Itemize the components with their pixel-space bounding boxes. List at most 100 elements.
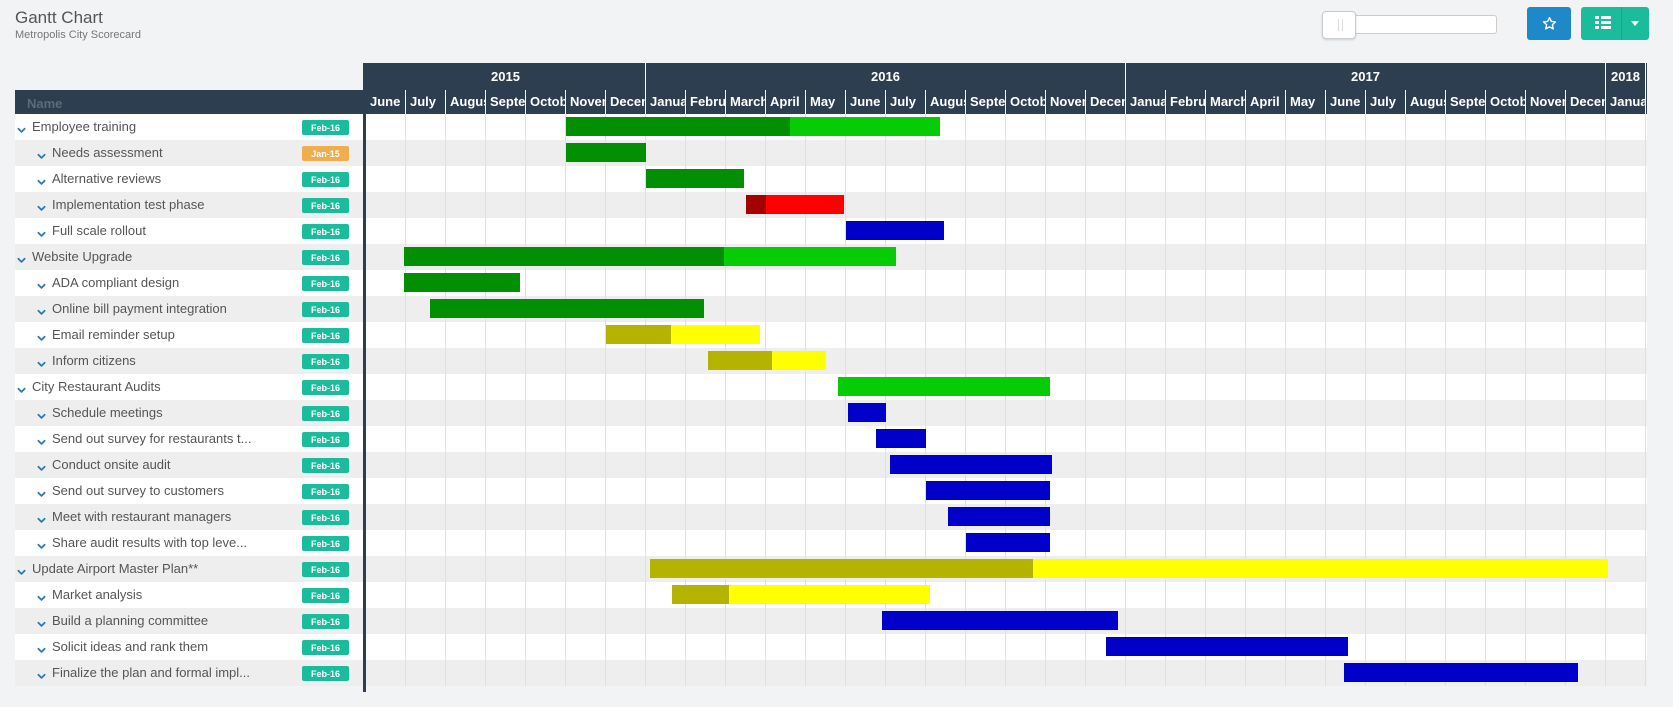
- chevron-down-icon[interactable]: [17, 252, 26, 263]
- chevron-down-icon[interactable]: [37, 486, 46, 497]
- task-name-cell: Market analysis Feb-16: [15, 582, 363, 608]
- gantt-bar[interactable]: [1344, 663, 1578, 682]
- due-date-badge: Feb-16: [302, 276, 349, 291]
- task-row[interactable]: Email reminder setup Feb-16: [15, 322, 1647, 348]
- due-date-badge: Feb-16: [302, 224, 349, 239]
- gantt-bar-progress: [650, 559, 1034, 578]
- task-label: Market analysis: [52, 587, 143, 602]
- name-column-header[interactable]: Name: [15, 90, 364, 114]
- favorite-button[interactable]: [1527, 7, 1571, 40]
- task-row[interactable]: Inform citizens Feb-16: [15, 348, 1647, 374]
- chevron-down-icon[interactable]: [37, 356, 46, 367]
- gantt-bar[interactable]: [746, 195, 844, 214]
- task-label: Email reminder setup: [52, 327, 175, 342]
- due-date-badge: Feb-16: [302, 198, 349, 213]
- chevron-down-icon[interactable]: [37, 434, 46, 445]
- task-row[interactable]: Send out survey for restaurants t... Feb-…: [15, 426, 1647, 452]
- due-date-badge: Feb-16: [302, 458, 349, 473]
- task-name-cell: Conduct onsite audit Feb-16: [15, 452, 363, 478]
- task-name-cell: City Restaurant Audits Feb-16: [15, 374, 363, 400]
- chevron-down-icon[interactable]: [1631, 21, 1639, 26]
- task-row[interactable]: Schedule meetings Feb-16: [15, 400, 1647, 426]
- task-row[interactable]: Full scale rollout Feb-16: [15, 218, 1647, 244]
- task-label: Full scale rollout: [52, 223, 146, 238]
- chevron-down-icon[interactable]: [37, 590, 46, 601]
- chevron-down-icon[interactable]: [37, 330, 46, 341]
- task-label: Website Upgrade: [32, 249, 133, 264]
- task-name-cell: Meet with restaurant managers Feb-16: [15, 504, 363, 530]
- view-options-button[interactable]: [1581, 7, 1649, 40]
- month-label: March: [726, 90, 766, 114]
- task-label: Conduct onsite audit: [52, 457, 171, 472]
- month-label: November: [1526, 90, 1566, 114]
- task-row[interactable]: Needs assessment Jan-15: [15, 140, 1647, 166]
- month-label: August: [446, 90, 486, 114]
- task-row[interactable]: Solicit ideas and rank them Feb-16: [15, 634, 1647, 660]
- task-name-cell: Inform citizens Feb-16: [15, 348, 363, 374]
- chevron-down-icon[interactable]: [37, 278, 46, 289]
- month-label: January: [1126, 90, 1166, 114]
- task-row[interactable]: ADA compliant design Feb-16: [15, 270, 1647, 296]
- chevron-down-icon[interactable]: [37, 148, 46, 159]
- pane-divider[interactable]: [363, 63, 366, 692]
- gantt-bar[interactable]: [846, 221, 944, 240]
- chevron-down-icon[interactable]: [37, 538, 46, 549]
- due-date-badge: Feb-16: [302, 172, 349, 187]
- gantt-bar[interactable]: [966, 533, 1050, 552]
- task-label: Build a planning committee: [52, 613, 209, 628]
- gantt-bar[interactable]: [882, 611, 1118, 630]
- month-label: December: [1086, 90, 1126, 114]
- due-date-badge: Feb-16: [302, 536, 349, 551]
- task-name-cell: Implementation test phase Feb-16: [15, 192, 363, 218]
- gantt-bar[interactable]: [876, 429, 926, 448]
- chevron-down-icon[interactable]: [37, 200, 46, 211]
- task-row[interactable]: Conduct onsite audit Feb-16: [15, 452, 1647, 478]
- month-label: July: [886, 90, 926, 114]
- task-label: Solicit ideas and rank them: [52, 639, 209, 654]
- chevron-down-icon[interactable]: [37, 174, 46, 185]
- task-name-cell: Solicit ideas and rank them Feb-16: [15, 634, 363, 660]
- gantt-bar-progress: [404, 273, 520, 292]
- task-row[interactable]: Send out survey to customers Feb-16: [15, 478, 1647, 504]
- chevron-down-icon[interactable]: [17, 564, 26, 575]
- chevron-down-icon[interactable]: [17, 382, 26, 393]
- chevron-down-icon[interactable]: [37, 642, 46, 653]
- button-separator: [1621, 7, 1622, 40]
- gantt-bar[interactable]: [838, 377, 1050, 396]
- chevron-down-icon[interactable]: [37, 512, 46, 523]
- gantt-bar[interactable]: [926, 481, 1050, 500]
- task-label: ADA compliant design: [52, 275, 180, 290]
- task-row[interactable]: Online bill payment integration Feb-16: [15, 296, 1647, 322]
- gantt-bar-progress: [430, 299, 704, 318]
- month-label: February: [1166, 90, 1206, 114]
- gantt-bar[interactable]: [1106, 637, 1348, 656]
- month-label: April: [1246, 90, 1286, 114]
- task-label: Share audit results with top leve...: [52, 535, 248, 550]
- gantt-bar[interactable]: [948, 507, 1050, 526]
- task-row[interactable]: Share audit results with top leve... Feb-…: [15, 530, 1647, 556]
- due-date-badge: Feb-16: [302, 380, 349, 395]
- month-label: July: [406, 90, 446, 114]
- page-subtitle: Metropolis City Scorecard: [15, 29, 141, 41]
- chevron-down-icon[interactable]: [37, 408, 46, 419]
- task-row[interactable]: Build a planning committee Feb-16: [15, 608, 1647, 634]
- chevron-down-icon[interactable]: [17, 122, 26, 133]
- task-name-cell: Email reminder setup Feb-16: [15, 322, 363, 348]
- task-row[interactable]: City Restaurant Audits Feb-16: [15, 374, 1647, 400]
- gantt-bar[interactable]: [672, 585, 930, 604]
- zoom-slider-handle[interactable]: [1322, 11, 1356, 39]
- chevron-down-icon[interactable]: [37, 226, 46, 237]
- chevron-down-icon[interactable]: [37, 616, 46, 627]
- gantt-bar[interactable]: [890, 455, 1052, 474]
- gantt-bar-progress: [566, 143, 646, 162]
- task-row[interactable]: Meet with restaurant managers Feb-16: [15, 504, 1647, 530]
- chevron-down-icon[interactable]: [37, 668, 46, 679]
- due-date-badge: Feb-16: [302, 328, 349, 343]
- year-label: 2015: [366, 63, 646, 90]
- gantt-bar[interactable]: [848, 403, 886, 422]
- chevron-down-icon[interactable]: [37, 304, 46, 315]
- task-name-cell: Alternative reviews Feb-16: [15, 166, 363, 192]
- task-row[interactable]: Alternative reviews Feb-16: [15, 166, 1647, 192]
- task-name-cell: Employee training Feb-16: [15, 114, 363, 140]
- chevron-down-icon[interactable]: [37, 460, 46, 471]
